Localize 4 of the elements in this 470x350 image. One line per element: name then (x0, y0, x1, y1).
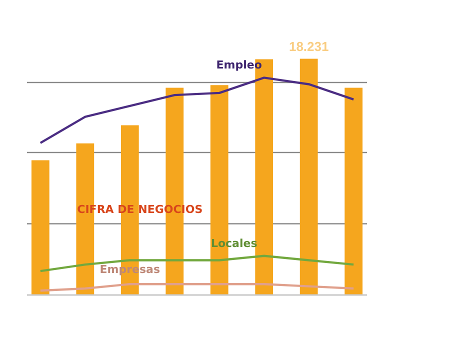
data-label: 18.231 (288, 38, 329, 54)
bar (31, 160, 50, 295)
bar (344, 88, 363, 295)
bar (300, 58, 318, 295)
